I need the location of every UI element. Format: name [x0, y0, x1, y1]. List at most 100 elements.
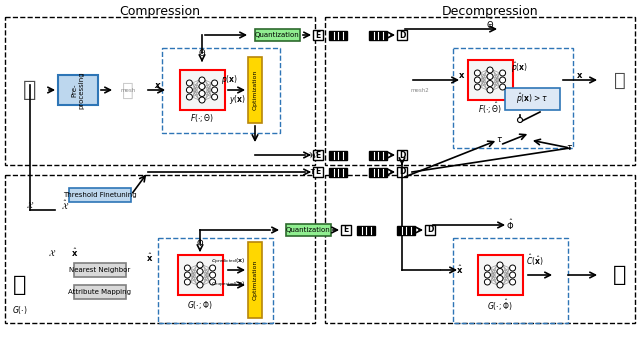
FancyBboxPatch shape [505, 88, 560, 110]
Bar [5, 17, 315, 165]
FancyBboxPatch shape [285, 224, 330, 236]
Circle shape [509, 265, 516, 271]
Text: 👗: 👗 [13, 275, 27, 295]
Circle shape [474, 84, 481, 90]
FancyBboxPatch shape [369, 150, 387, 160]
Circle shape [484, 279, 490, 285]
Circle shape [184, 279, 191, 285]
Text: $\hat{\mathcal{X}}$: $\hat{\mathcal{X}}$ [61, 199, 69, 211]
Bar [453, 48, 573, 148]
Text: E: E [316, 30, 321, 40]
Text: E: E [344, 225, 349, 235]
Text: 🧍: 🧍 [614, 71, 626, 90]
Circle shape [487, 80, 493, 87]
Circle shape [484, 265, 490, 271]
Text: $\mathcal{W}$: $\mathcal{W}$ [308, 150, 318, 160]
FancyBboxPatch shape [369, 168, 387, 176]
Bar [5, 175, 315, 323]
Circle shape [518, 118, 522, 122]
Text: Optimization: Optimization [253, 70, 257, 110]
Bar [325, 17, 635, 165]
Bar [162, 48, 280, 133]
Circle shape [197, 268, 203, 274]
Circle shape [497, 275, 503, 282]
Text: Attribute Mapping: Attribute Mapping [68, 289, 131, 295]
Text: $\mathbf{x}$: $\mathbf{x}$ [577, 71, 584, 79]
Text: $\hat{p}(\mathbf{x})>\tau$: $\hat{p}(\mathbf{x})>\tau$ [516, 92, 548, 106]
Circle shape [212, 80, 218, 86]
Text: $\hat{p}(\mathbf{x})$: $\hat{p}(\mathbf{x})$ [511, 61, 529, 75]
Text: $\hat{\Theta}$: $\hat{\Theta}$ [486, 17, 494, 31]
Circle shape [497, 268, 503, 274]
Text: $\hat{\mathbf{x}}$: $\hat{\mathbf{x}}$ [71, 247, 79, 259]
Text: E: E [316, 168, 321, 176]
Text: Decompression: Decompression [442, 5, 538, 19]
FancyBboxPatch shape [397, 150, 407, 160]
FancyBboxPatch shape [397, 30, 407, 40]
Circle shape [210, 265, 216, 271]
Circle shape [184, 272, 191, 278]
Text: Quantization: Quantization [255, 32, 300, 38]
Text: Threshold Finetuning: Threshold Finetuning [63, 192, 137, 198]
FancyBboxPatch shape [357, 225, 375, 235]
FancyBboxPatch shape [255, 29, 300, 41]
FancyBboxPatch shape [397, 225, 415, 235]
FancyBboxPatch shape [477, 255, 522, 295]
Circle shape [487, 73, 493, 79]
FancyBboxPatch shape [397, 167, 407, 177]
Circle shape [500, 70, 506, 76]
Circle shape [186, 87, 193, 93]
Text: D: D [427, 225, 433, 235]
Text: $G(\cdot;\hat{\Phi})$: $G(\cdot;\hat{\Phi})$ [487, 297, 513, 313]
FancyBboxPatch shape [74, 263, 126, 277]
Text: $\Phi$: $\Phi$ [196, 238, 204, 248]
Text: Compression: Compression [120, 5, 200, 19]
Text: $c_{\rm predicted}(\mathbf{x})$: $c_{\rm predicted}(\mathbf{x})$ [211, 257, 245, 267]
Text: Pre-
processing: Pre- processing [72, 71, 84, 109]
FancyBboxPatch shape [69, 188, 131, 202]
Circle shape [186, 80, 193, 86]
Circle shape [199, 77, 205, 83]
Circle shape [509, 279, 516, 285]
Text: Nearest Neighbor: Nearest Neighbor [69, 267, 131, 273]
FancyBboxPatch shape [248, 57, 262, 123]
FancyBboxPatch shape [179, 70, 225, 110]
Text: mesh: mesh [120, 88, 136, 93]
Text: Optimization: Optimization [253, 260, 257, 300]
Circle shape [197, 282, 203, 288]
FancyBboxPatch shape [425, 225, 435, 235]
Text: x: x [154, 81, 160, 91]
FancyBboxPatch shape [329, 168, 347, 176]
Text: $\hat{\mathbf{x}}$: $\hat{\mathbf{x}}$ [456, 264, 463, 276]
Circle shape [197, 262, 203, 268]
Circle shape [497, 262, 503, 268]
Circle shape [474, 70, 481, 76]
Text: $G(\cdot)$: $G(\cdot)$ [12, 304, 28, 316]
Text: D: D [399, 168, 405, 176]
Text: Quantization: Quantization [285, 227, 330, 233]
Text: D: D [399, 150, 405, 160]
Text: 👗: 👗 [613, 265, 627, 285]
Text: $\hat{\mathbf{x}}$: $\hat{\mathbf{x}}$ [147, 252, 154, 264]
Circle shape [487, 87, 493, 93]
Text: $\tau$: $\tau$ [566, 144, 573, 152]
Circle shape [509, 272, 516, 278]
FancyBboxPatch shape [313, 167, 323, 177]
FancyBboxPatch shape [313, 30, 323, 40]
Circle shape [199, 97, 205, 103]
Text: 🧍: 🧍 [23, 80, 36, 100]
Circle shape [212, 87, 218, 93]
Circle shape [184, 265, 191, 271]
FancyBboxPatch shape [467, 60, 513, 100]
Text: $c_{\rm expected}(\mathbf{x})$: $c_{\rm expected}(\mathbf{x})$ [211, 280, 245, 290]
Circle shape [487, 67, 493, 73]
Text: D: D [399, 30, 405, 40]
Circle shape [497, 282, 503, 288]
Text: $\mathbf{x}$: $\mathbf{x}$ [458, 72, 466, 80]
Text: $F(\cdot;\hat{\Theta})$: $F(\cdot;\hat{\Theta})$ [478, 100, 502, 116]
FancyBboxPatch shape [313, 150, 323, 160]
Circle shape [210, 272, 216, 278]
FancyBboxPatch shape [329, 30, 347, 40]
Circle shape [500, 77, 506, 83]
Text: mesh2: mesh2 [411, 88, 429, 93]
